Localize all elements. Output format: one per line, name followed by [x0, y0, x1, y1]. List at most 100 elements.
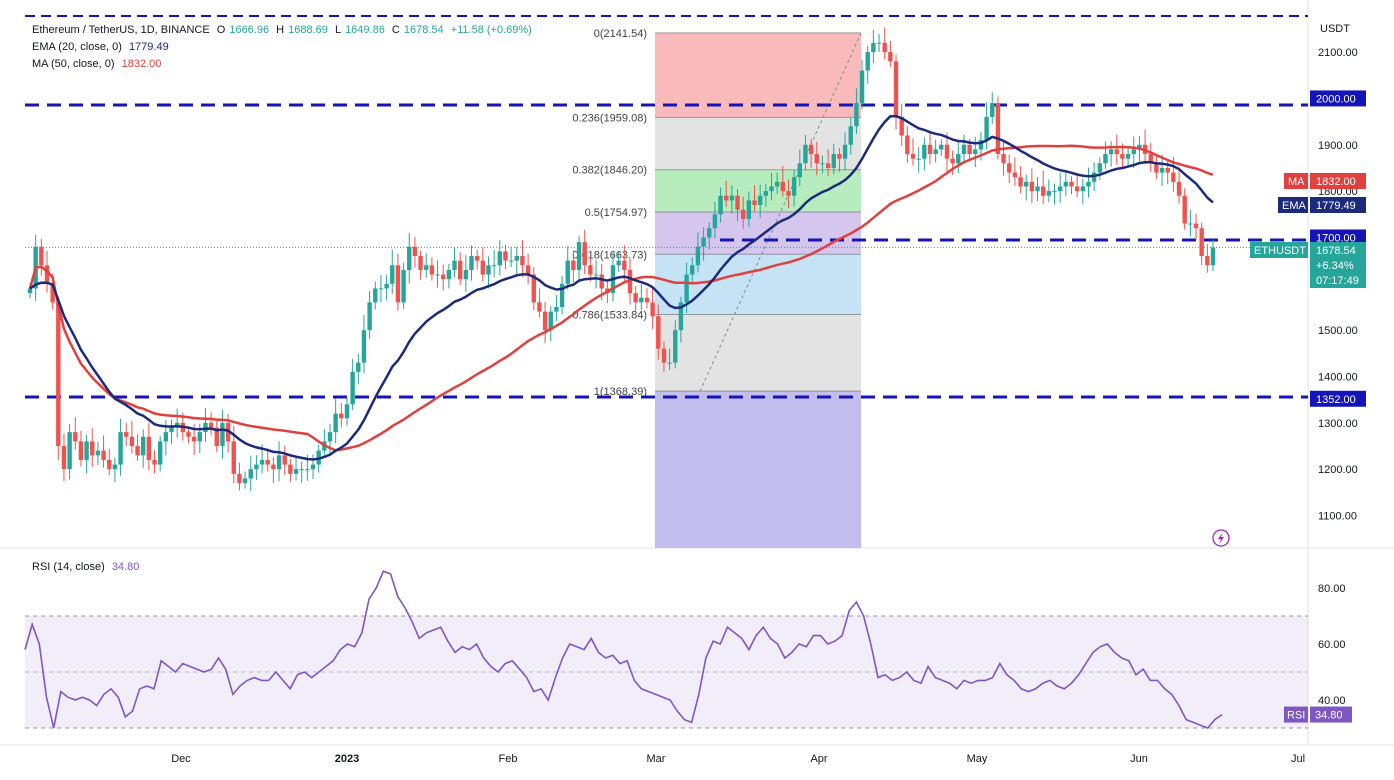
- candle-body: [135, 446, 140, 456]
- candle-body: [124, 432, 129, 437]
- candle-body: [984, 116, 989, 141]
- candle-body: [237, 473, 242, 484]
- candle-body: [956, 154, 961, 164]
- candle-body: [44, 265, 50, 284]
- ema-badge-tag: [1278, 197, 1308, 213]
- candle-body: [939, 144, 944, 150]
- candle-body: [1120, 154, 1125, 159]
- candle-body: [1029, 181, 1035, 192]
- candle-body: [961, 144, 967, 155]
- candle-body: [922, 144, 927, 159]
- candle-body: [882, 42, 887, 53]
- candle-body: [141, 436, 146, 456]
- level-badge-label: 1352.00: [1316, 394, 1356, 406]
- candle-body: [565, 260, 570, 284]
- candle-body: [899, 116, 904, 136]
- candle-body: [684, 274, 689, 303]
- candle-body: [871, 42, 876, 53]
- rsi-badge-tag: [1284, 706, 1308, 723]
- candle-body: [950, 158, 955, 164]
- candle-body: [803, 144, 808, 164]
- rsi-tick-label: 40.00: [1318, 695, 1346, 707]
- fib-zone: [655, 32, 861, 118]
- candle-body: [367, 302, 372, 331]
- ma50-line: [28, 144, 1214, 452]
- candle-body: [1159, 167, 1165, 173]
- ohlc-low: 1649.86: [345, 24, 385, 36]
- rsi-tick-label: 80.00: [1318, 583, 1346, 595]
- candle-body: [90, 441, 95, 456]
- ma-badge-value: 1832.00: [1316, 176, 1356, 188]
- candle-body: [905, 135, 910, 155]
- candle-body: [973, 149, 978, 155]
- candle-body: [514, 256, 519, 261]
- candle-body: [412, 246, 418, 257]
- candle-body: [842, 144, 848, 159]
- candle-body: [1057, 186, 1063, 192]
- candle-body: [740, 209, 746, 219]
- fib-zone: [655, 254, 861, 315]
- rsi-tick-label: 60.00: [1318, 639, 1346, 651]
- symbol-header: Ethereum / TetherUS, 1D, BINANCE O 1666.9…: [32, 24, 536, 36]
- ma-badge-tag: [1284, 173, 1308, 189]
- candle-body: [214, 427, 219, 447]
- y-tick-label: 1200.00: [1318, 464, 1358, 476]
- candle-body: [825, 163, 831, 168]
- candle-body: [452, 260, 457, 270]
- x-tick-label: Mar: [647, 753, 666, 765]
- fib-zone: [655, 117, 861, 170]
- candle-body: [1012, 172, 1018, 178]
- level-badge: [1310, 390, 1366, 407]
- candle-body: [1188, 223, 1193, 225]
- candle-body: [661, 348, 667, 363]
- candle-body: [1103, 154, 1108, 164]
- candle-body: [146, 436, 152, 460]
- y-tick-label: 1400.00: [1318, 372, 1358, 384]
- y-tick-label: 1900.00: [1318, 140, 1358, 152]
- ema-badge: [1310, 197, 1366, 213]
- candle-body: [446, 269, 452, 280]
- candle-body: [876, 42, 882, 44]
- rsi-legend[interactable]: RSI (14, close) 34.80: [32, 561, 143, 573]
- candle-body: [491, 265, 497, 267]
- candle-body: [520, 256, 525, 266]
- level-badge: [1310, 90, 1366, 107]
- candle-body: [910, 154, 916, 159]
- candle-body: [1046, 191, 1052, 196]
- candle-body: [1137, 144, 1142, 150]
- y-axis-unit: USDT: [1320, 23, 1350, 35]
- ohlc-open-key: O: [216, 24, 226, 36]
- candle-body: [1182, 195, 1187, 224]
- ma-badge-name: MA: [1288, 176, 1305, 188]
- candle-body: [486, 265, 491, 275]
- candle-body: [1069, 181, 1074, 187]
- candle-body: [1018, 177, 1023, 187]
- candle-body: [1125, 154, 1131, 159]
- candle-body: [967, 144, 972, 155]
- candle-body: [118, 432, 123, 465]
- candle-body: [1131, 149, 1136, 155]
- candle-body: [305, 469, 310, 471]
- fib-zone-extension: [655, 391, 861, 548]
- candle-body: [84, 441, 89, 460]
- candle-body: [1063, 181, 1069, 187]
- candle-body: [78, 441, 84, 460]
- candle-body: [61, 446, 67, 470]
- ema-legend[interactable]: EMA (20, close, 0) 1779.49: [32, 41, 173, 53]
- ohlc-open: 1666.96: [229, 24, 270, 36]
- candle-body: [757, 195, 763, 206]
- candle-body: [208, 422, 214, 428]
- candle-body: [548, 311, 553, 331]
- candle-body: [1114, 149, 1119, 155]
- fib-level-label: 0.786(1533.84): [572, 309, 647, 321]
- rsi-badge-name: RSI: [1287, 710, 1305, 722]
- candle-body: [752, 200, 757, 206]
- candle-body: [576, 242, 582, 270]
- candle-body: [582, 242, 587, 266]
- candle-body: [678, 302, 684, 331]
- candle-body: [1035, 186, 1040, 192]
- ohlc-close: 1678.54: [403, 24, 444, 36]
- candle-body: [73, 432, 78, 442]
- ma-legend[interactable]: MA (50, close, 0) 1832.00: [32, 58, 165, 70]
